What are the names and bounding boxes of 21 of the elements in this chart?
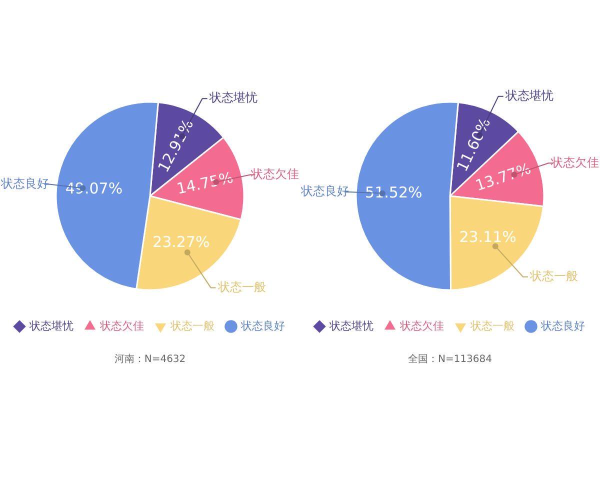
legend-label: 状态欠佳: [99, 319, 144, 332]
slice-label: 状态堪忧: [504, 88, 554, 102]
slice-label: 状态欠佳: [550, 155, 599, 170]
legend-label: 状态一般: [470, 319, 514, 332]
data-label: 51.52%: [365, 184, 422, 202]
legend-label: 状态良好: [540, 319, 585, 332]
slice-label: 状态良好: [300, 184, 349, 198]
slice-label: 状态一般: [528, 268, 578, 283]
data-label: 23.27%: [152, 232, 210, 251]
slice-label: 状态堪忧: [208, 90, 258, 105]
text: 河南：N=4632: [113, 352, 187, 366]
legend-label: 状态堪忧: [28, 319, 74, 332]
data-label: 23.11%: [459, 228, 516, 246]
slice-label: 状态欠佳: [250, 166, 299, 181]
legend-label: 状态欠佳: [399, 319, 444, 332]
legend-label: 状态良好: [240, 319, 285, 332]
text: 全国：N=113684: [406, 353, 494, 366]
legend-label: 状态一般: [170, 319, 214, 332]
slice-label: 状态良好: [0, 176, 49, 190]
slice-label: 状态一般: [216, 280, 266, 294]
legend-label: 状态堪忧: [328, 319, 374, 332]
